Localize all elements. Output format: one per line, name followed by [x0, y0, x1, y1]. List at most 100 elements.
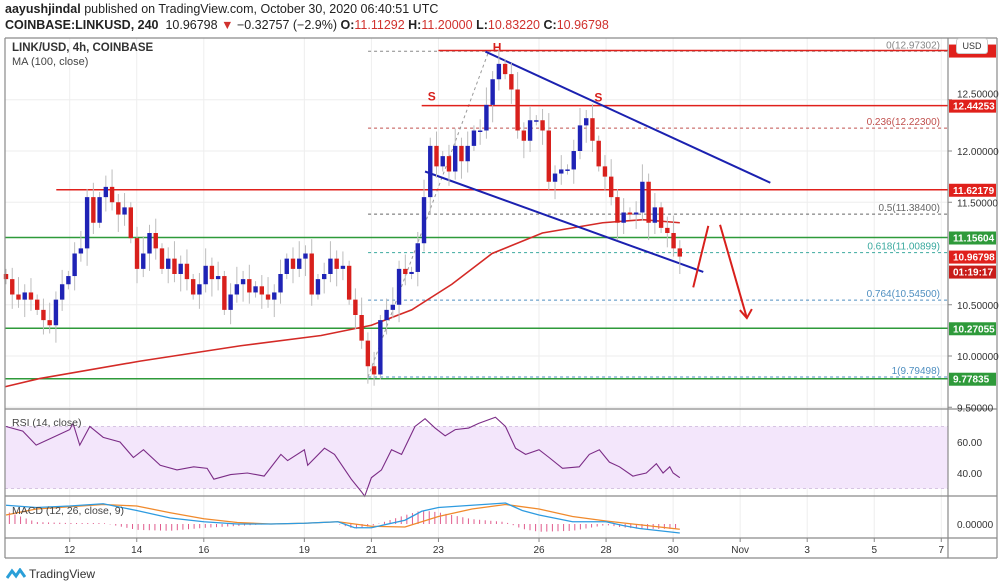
candle-down [615, 197, 620, 223]
time-tick-label: 3 [804, 545, 810, 556]
candle-up [571, 151, 576, 170]
candle-up [66, 276, 71, 285]
candle-up [215, 276, 221, 280]
pattern-label-h: H [493, 40, 502, 54]
candle-down [459, 145, 464, 162]
candle-down [159, 248, 165, 269]
candle-down [247, 279, 252, 293]
low-value: 10.83220 [487, 18, 541, 32]
candle-down [608, 176, 614, 198]
candle-up [390, 304, 396, 310]
price-tick-label: 10.50000 [957, 301, 999, 312]
time-tick-label: Nov [731, 545, 749, 556]
candle-up [471, 130, 477, 146]
candle-up [415, 243, 420, 272]
candle-down [602, 166, 608, 177]
candle-down [290, 258, 296, 269]
candle-down [209, 265, 215, 280]
fib-level-label: 0.618(11.00899) [867, 242, 940, 253]
candle-down [502, 63, 508, 75]
candle-down [365, 340, 371, 367]
high-value: 11.20000 [421, 18, 473, 32]
candle-down [515, 89, 520, 131]
level-price-label-box [949, 183, 996, 197]
fib-level-label: 1(9.79498) [892, 366, 940, 377]
candle-up [197, 284, 202, 295]
tradingview-logo[interactable]: TradingView [6, 567, 95, 581]
price-change: −0.32757 (−2.9%) [236, 18, 338, 32]
candle-up [396, 268, 402, 305]
candle-down [116, 202, 121, 215]
symbol-info: COINBASE:LINKUSD, 240 10.96798 ▼ −0.3275… [5, 18, 609, 32]
candle-up [484, 104, 489, 131]
time-tick-label: 21 [366, 545, 378, 556]
candle-up [315, 279, 321, 295]
candle-down [222, 276, 227, 310]
candle-up [640, 181, 645, 213]
candle-up [428, 145, 433, 198]
candle-down [540, 120, 545, 131]
candle-down [28, 292, 34, 300]
candle-down [546, 130, 551, 182]
candle-up [321, 274, 327, 280]
candle-down [446, 156, 452, 172]
candle-down [334, 258, 339, 269]
candle-up [234, 284, 240, 295]
time-tick-label: 14 [131, 545, 143, 556]
time-tick-label: 16 [198, 545, 210, 556]
candle-up [633, 212, 639, 215]
tradingview-logo-icon [6, 568, 26, 579]
candle-down [265, 294, 271, 300]
publish-text: published on TradingView.com, October 30… [80, 2, 439, 16]
candle-up [284, 258, 289, 274]
candle-up [584, 118, 589, 126]
candle-up [527, 120, 533, 141]
candle-up [465, 145, 470, 162]
axes: 12.50000 12.00000 11.50000 10.50000 10.00000… [64, 44, 999, 556]
candle-down [35, 299, 40, 310]
candle-up [141, 253, 146, 269]
author-name[interactable]: aayushjindal [5, 2, 81, 16]
forecast-arrow-line [692, 225, 710, 288]
candle-down [346, 265, 352, 300]
open-value: 11.11292 [354, 18, 405, 32]
time-tick-label: 28 [601, 545, 613, 556]
bar-countdown-label: 01:19:17 [953, 268, 993, 279]
open-label: O: [340, 18, 355, 32]
time-tick-label: 19 [299, 545, 311, 556]
candle-up [272, 292, 277, 300]
time-tick-label: 12 [64, 545, 76, 556]
candle-up [240, 279, 246, 285]
candle-down [172, 258, 177, 274]
candle-down [434, 145, 439, 167]
pattern-label-s: S [428, 90, 436, 104]
candle-up [565, 169, 570, 171]
candle-down [3, 274, 9, 280]
price-tick-label: 10.00000 [957, 352, 999, 363]
candle-down [596, 140, 601, 167]
indicators [5, 416, 681, 534]
last-price: 10.96798 [165, 18, 218, 32]
candle-up [440, 156, 445, 167]
channel-line [484, 50, 771, 184]
level-price-label-box [949, 231, 996, 245]
candle-down [184, 263, 190, 280]
macd-line [5, 502, 680, 534]
candle-down [359, 315, 364, 341]
candle-down [353, 299, 358, 315]
candle-down [677, 248, 683, 257]
candle-up [534, 120, 539, 122]
rsi-tick-label: 60.00 [957, 438, 982, 449]
candle-up [78, 248, 84, 254]
chart-frame [4, 37, 998, 559]
currency-button[interactable]: USD [956, 38, 988, 54]
candle-up [84, 197, 90, 249]
level-price-label: 11.15604 [953, 234, 995, 245]
candle-down [128, 207, 133, 239]
level-price-label: 9.77835 [953, 375, 990, 386]
candle-down [259, 286, 265, 295]
candles [3, 49, 683, 386]
rsi-tick-label: 40.00 [957, 469, 982, 480]
